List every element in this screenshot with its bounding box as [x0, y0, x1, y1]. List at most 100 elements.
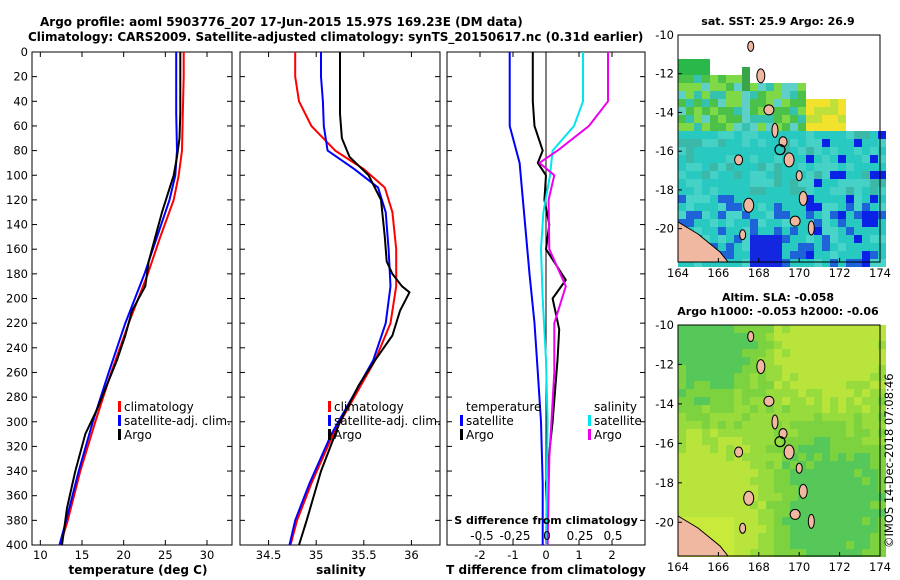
map-cell	[742, 365, 750, 373]
map-cell	[846, 445, 854, 453]
map-cell	[838, 397, 846, 405]
island	[798, 190, 808, 206]
map-cell	[838, 163, 846, 171]
map-cell	[854, 533, 862, 541]
map-cell	[782, 219, 790, 227]
map-cell	[758, 139, 766, 147]
map-cell	[838, 525, 846, 533]
map-cell	[678, 75, 686, 83]
map-cell	[694, 325, 702, 333]
map-cell	[838, 155, 846, 163]
series-line-climatology	[59, 52, 185, 546]
legend-label-sal-argo: Argo	[594, 428, 622, 442]
map-cell	[758, 413, 766, 421]
map-cell	[750, 509, 758, 517]
map-cell	[830, 349, 838, 357]
map-cell	[742, 429, 750, 437]
map-cell	[830, 227, 838, 235]
map-cell	[870, 477, 878, 485]
map-cell	[710, 187, 718, 195]
map-cell	[790, 333, 798, 341]
map-cell	[814, 549, 822, 557]
map-cell	[838, 445, 846, 453]
map-cell	[838, 389, 846, 397]
map-cell	[790, 211, 798, 219]
y-tick-label: 280	[6, 390, 28, 404]
map-cell	[862, 469, 870, 477]
map-cell	[742, 437, 750, 445]
map-cell	[830, 405, 838, 413]
map-cell	[838, 107, 846, 115]
map-cell	[686, 59, 694, 67]
map-cell	[742, 549, 750, 557]
map-cell	[806, 549, 814, 557]
map-cell	[694, 59, 702, 67]
map-cell	[814, 155, 822, 163]
legend-label-climatology: climatology	[334, 400, 404, 414]
map-cell	[718, 187, 726, 195]
map-cell	[846, 163, 854, 171]
map-cell	[854, 389, 862, 397]
map-cell	[870, 429, 878, 437]
map-cell	[686, 357, 694, 365]
map-cell	[750, 389, 758, 397]
map-cell	[758, 203, 766, 211]
map-cell	[718, 421, 726, 429]
map-cell	[846, 517, 854, 525]
y-tick-label: 360	[6, 489, 28, 503]
map-cell	[710, 115, 718, 123]
map-y-tick-label: -16	[655, 436, 674, 450]
map-cell	[782, 461, 790, 469]
map-cell	[870, 325, 878, 333]
map-cell	[790, 357, 798, 365]
map-frame	[677, 324, 881, 557]
legend-label-climatology: climatology	[124, 400, 194, 414]
map-cell	[854, 373, 862, 381]
map-cell	[742, 219, 750, 227]
map-cell	[814, 211, 822, 219]
map-cell	[726, 453, 734, 461]
map-cell	[862, 397, 870, 405]
map-cell	[710, 75, 718, 83]
map-cell	[838, 421, 846, 429]
map-cell	[686, 405, 694, 413]
map-cell	[782, 549, 790, 557]
map-cell	[742, 227, 750, 235]
map-cell	[758, 259, 766, 267]
map-cell	[734, 259, 742, 267]
map-cell	[806, 477, 814, 485]
tdiff-xlabel: T difference from climatology	[446, 563, 646, 577]
map-cell	[742, 445, 750, 453]
map-cell	[806, 251, 814, 259]
map-cell	[766, 413, 774, 421]
map-cell	[846, 341, 854, 349]
map-cell	[782, 251, 790, 259]
map-cell	[862, 493, 870, 501]
map-cell	[726, 525, 734, 533]
map-cell	[782, 203, 790, 211]
map-cell	[734, 107, 742, 115]
map-cell	[686, 219, 694, 227]
map-cell	[758, 405, 766, 413]
map-cell	[798, 421, 806, 429]
map-cell	[790, 171, 798, 179]
map-cell	[862, 525, 870, 533]
legend-title-temperature: temperature	[466, 400, 541, 414]
map-cell	[750, 421, 758, 429]
map-cell	[766, 243, 774, 251]
map-cell	[798, 227, 806, 235]
argo-location-marker	[774, 144, 786, 156]
map-cell	[734, 509, 742, 517]
map-cell	[878, 235, 886, 243]
map-cell	[862, 155, 870, 163]
map-cell	[734, 115, 742, 123]
map-cell	[870, 195, 878, 203]
map-cell	[838, 549, 846, 557]
map-cell	[862, 381, 870, 389]
map-cell	[726, 139, 734, 147]
map-cell	[702, 373, 710, 381]
map-cell	[790, 163, 798, 171]
map-cell	[822, 453, 830, 461]
map-cell	[838, 147, 846, 155]
map-cell	[710, 123, 718, 131]
